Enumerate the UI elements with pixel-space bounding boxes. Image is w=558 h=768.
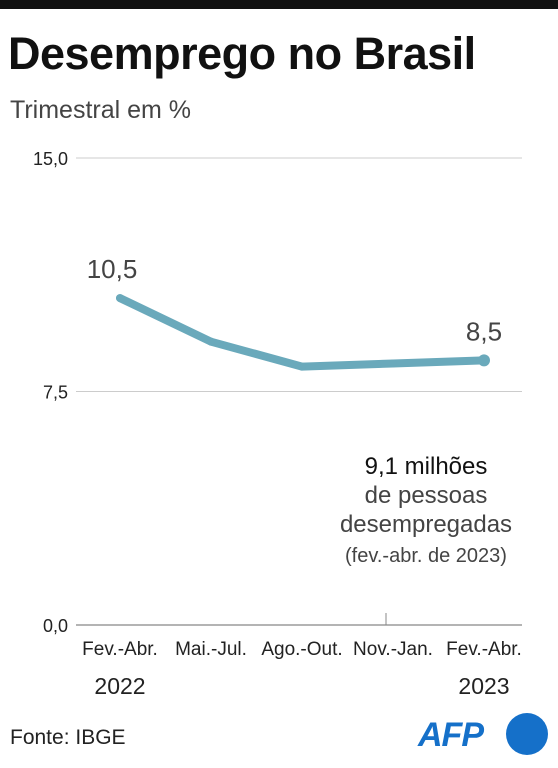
x-axis-ticks: Fev.-Abr. 2022 Mai.-Jul. Ago.-Out. Nov.-Jan.… xyxy=(82,613,522,699)
x-year-label: 2022 xyxy=(94,673,145,699)
chart-subtitle: Trimestral em % xyxy=(10,96,192,124)
series-line xyxy=(116,294,490,371)
x-year-label: 2023 xyxy=(458,673,509,699)
annotation-note: (fev.-abr. de 2023) xyxy=(345,545,507,567)
top-bar xyxy=(0,0,558,9)
data-label: 10,5 xyxy=(87,254,138,284)
afp-logo-dot xyxy=(506,713,548,755)
annotation-line3: desempregadas xyxy=(340,511,512,538)
y-tick-label: 15,0 xyxy=(33,149,68,169)
data-point xyxy=(298,362,306,371)
data-point xyxy=(478,354,490,367)
annotation: 9,1 milhões de pessoas desempregadas (fe… xyxy=(340,453,512,567)
grid-lines xyxy=(76,157,522,626)
annotation-line2: de pessoas xyxy=(365,482,488,509)
y-axis-ticks: 15,0 7,5 0,0 xyxy=(33,149,68,636)
y-tick-label: 7,5 xyxy=(43,383,68,403)
x-tick-label: Ago.-Out. xyxy=(261,639,342,660)
data-label: 8,5 xyxy=(466,316,502,346)
data-point xyxy=(389,359,397,368)
y-tick-label: 0,0 xyxy=(43,616,68,636)
series-polyline xyxy=(116,294,488,371)
data-point xyxy=(116,294,124,303)
afp-logo-text: AFP xyxy=(418,716,484,754)
x-tick-label: Fev.-Abr. xyxy=(82,639,158,660)
x-tick-label: Fev.-Abr. xyxy=(446,639,522,660)
source-note: Fonte: IBGE xyxy=(10,726,126,749)
chart-title: Desemprego no Brasil xyxy=(8,28,476,79)
x-tick-label: Mai.-Jul. xyxy=(175,639,247,660)
annotation-headline: 9,1 milhões xyxy=(365,453,488,480)
x-tick-label: Nov.-Jan. xyxy=(353,639,433,660)
afp-logo: AFP xyxy=(418,712,548,756)
data-labels: 10,5 8,5 xyxy=(87,254,502,346)
data-point xyxy=(207,337,215,346)
